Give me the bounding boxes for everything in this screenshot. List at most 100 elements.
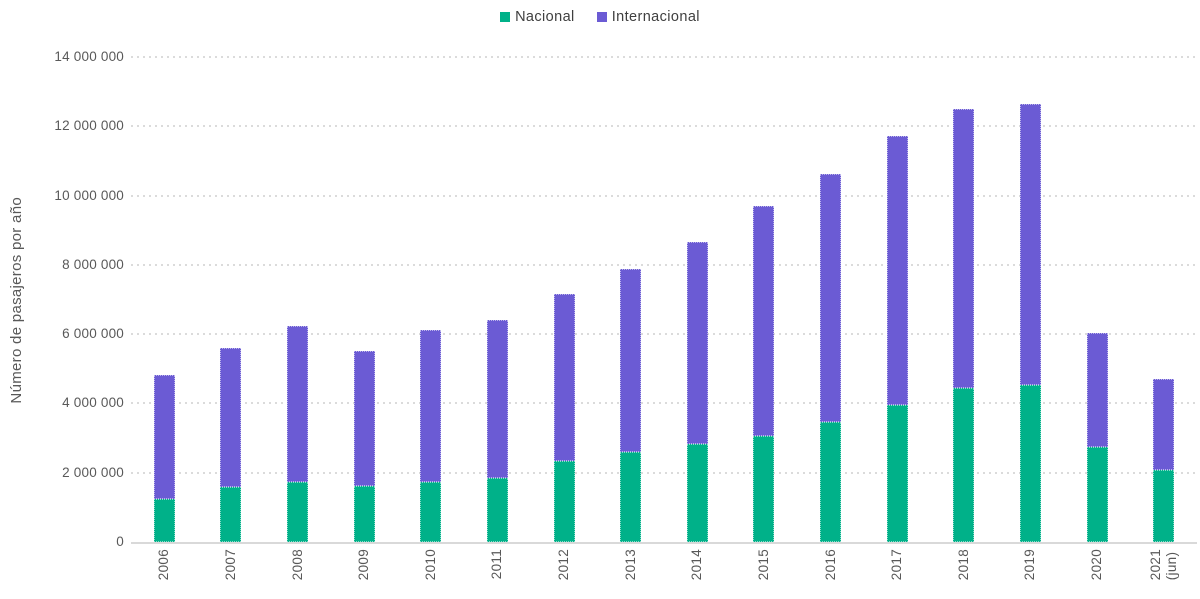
- y-tick-label: 0: [116, 534, 124, 549]
- bar-segment-internacional-2008: [287, 326, 309, 483]
- bar-segment-nacional-2008: [287, 482, 309, 542]
- x-tick-cell: 2018: [931, 549, 998, 599]
- bar-2016: [797, 57, 864, 542]
- y-tick-label: 2 000 000: [62, 464, 124, 480]
- bar-2015: [731, 57, 798, 542]
- chart-legend: Nacional Internacional: [0, 9, 1200, 25]
- bar-2014: [664, 57, 731, 542]
- x-tick-cell: 2009: [331, 549, 398, 599]
- x-tick-cell: 2011: [464, 549, 531, 599]
- y-tick-label: 6 000 000: [62, 326, 124, 342]
- x-tick-label: 2011: [489, 549, 505, 580]
- x-tick-cell: 2021 (jun): [1130, 549, 1197, 599]
- bar-stack: [686, 242, 708, 542]
- y-tick-label: 12 000 000: [54, 118, 124, 134]
- x-tick-cell: 2008: [264, 549, 331, 599]
- bar-segment-internacional-2006: [153, 374, 175, 500]
- bar-2021: [1130, 57, 1197, 542]
- gridline-2000000: [131, 471, 1197, 474]
- x-tick-label: 2017: [889, 549, 905, 581]
- bar-segment-nacional-2010: [420, 482, 442, 542]
- x-tick-label: 2010: [422, 549, 438, 581]
- gridline-10000000: [131, 194, 1197, 197]
- x-tick-cell: 2014: [664, 549, 731, 599]
- bar-segment-internacional-2011: [486, 319, 508, 478]
- bar-stack: [820, 174, 842, 542]
- bar-segment-nacional-2012: [553, 460, 575, 542]
- bar-2018: [931, 57, 998, 542]
- internacional-swatch-icon: [596, 12, 607, 22]
- bar-segment-internacional-2016: [820, 174, 842, 423]
- y-axis-tick-labels: 0 2 000 000 4 000 000 6 000 000 8 000 000 10 …: [0, 49, 124, 549]
- x-tick-cell: 2020: [1064, 549, 1131, 599]
- bar-2012: [531, 57, 598, 542]
- bar-segment-internacional-2019: [1019, 103, 1041, 386]
- gridline-6000000: [131, 333, 1197, 336]
- bars-container: [131, 57, 1197, 542]
- x-tick-label: 2015: [755, 549, 771, 581]
- bar-segment-internacional-2018: [953, 108, 975, 388]
- bar-2010: [398, 57, 465, 542]
- bar-stack: [1019, 103, 1041, 542]
- x-tick-cell: 2016: [797, 549, 864, 599]
- bar-segment-internacional-2020: [1086, 333, 1108, 448]
- x-tick-label: 2021 (jun): [1147, 549, 1179, 581]
- bar-segment-nacional-2018: [953, 387, 975, 542]
- bar-segment-nacional-2020: [1086, 447, 1108, 542]
- bar-2008: [264, 57, 331, 542]
- bar-segment-nacional-2015: [753, 436, 775, 542]
- legend-label-internacional: Internacional: [611, 9, 700, 25]
- x-tick-label: 2008: [289, 549, 305, 581]
- x-tick-cell: 2017: [864, 549, 931, 599]
- bar-2009: [331, 57, 398, 542]
- bar-segment-nacional-2006: [153, 499, 175, 542]
- bar-segment-internacional-2013: [620, 268, 642, 453]
- bar-stack: [353, 351, 375, 542]
- bar-2017: [864, 57, 931, 542]
- x-tick-label: 2020: [1089, 549, 1105, 581]
- bar-segment-nacional-2014: [686, 444, 708, 542]
- x-axis-tick-labels: 2006 2007 2008 2009 2010 2011 2012 2013 2014 2015…: [131, 549, 1197, 599]
- bar-stack: [886, 136, 908, 542]
- gridline-4000000: [131, 402, 1197, 405]
- gridline-12000000: [131, 125, 1197, 128]
- x-tick-label: 2009: [356, 549, 372, 581]
- bar-stack: [420, 329, 442, 542]
- x-tick-label: 2018: [955, 549, 971, 581]
- x-tick-label: 2019: [1022, 549, 1038, 581]
- bar-stack: [1086, 333, 1108, 542]
- legend-item-internacional: Internacional: [596, 9, 700, 25]
- x-tick-cell: 2007: [198, 549, 265, 599]
- bar-segment-nacional-2007: [220, 487, 242, 542]
- x-tick-label: 2014: [689, 549, 705, 581]
- bar-segment-internacional-2010: [420, 329, 442, 483]
- x-tick-label: 2013: [622, 549, 638, 581]
- x-tick-label: 2016: [822, 549, 838, 581]
- bar-stack: [220, 348, 242, 542]
- y-tick-label: 10 000 000: [54, 187, 124, 203]
- bar-stack: [620, 268, 642, 542]
- x-tick-label: 2006: [156, 549, 172, 581]
- x-tick-label: 2007: [222, 549, 238, 581]
- x-tick-cell: 2015: [731, 549, 798, 599]
- bar-segment-nacional-2009: [353, 486, 375, 542]
- bar-segment-internacional-2009: [353, 351, 375, 487]
- bar-stack: [486, 319, 508, 542]
- plot-area: [131, 56, 1197, 544]
- bar-segment-nacional-2011: [486, 477, 508, 542]
- bar-2011: [464, 57, 531, 542]
- bar-segment-nacional-2017: [886, 405, 908, 542]
- bar-stack: [153, 374, 175, 542]
- bar-2006: [131, 57, 198, 542]
- bar-stack: [287, 326, 309, 542]
- y-tick-label: 8 000 000: [62, 256, 124, 272]
- bar-2019: [997, 57, 1064, 542]
- x-tick-cell: 2012: [531, 549, 598, 599]
- bar-stack: [753, 205, 775, 542]
- bar-segment-nacional-2021: [1153, 470, 1175, 542]
- gridline-8000000: [131, 263, 1197, 266]
- x-tick-cell: 2006: [131, 549, 198, 599]
- bar-stack: [953, 108, 975, 542]
- bar-stack: [1153, 378, 1175, 542]
